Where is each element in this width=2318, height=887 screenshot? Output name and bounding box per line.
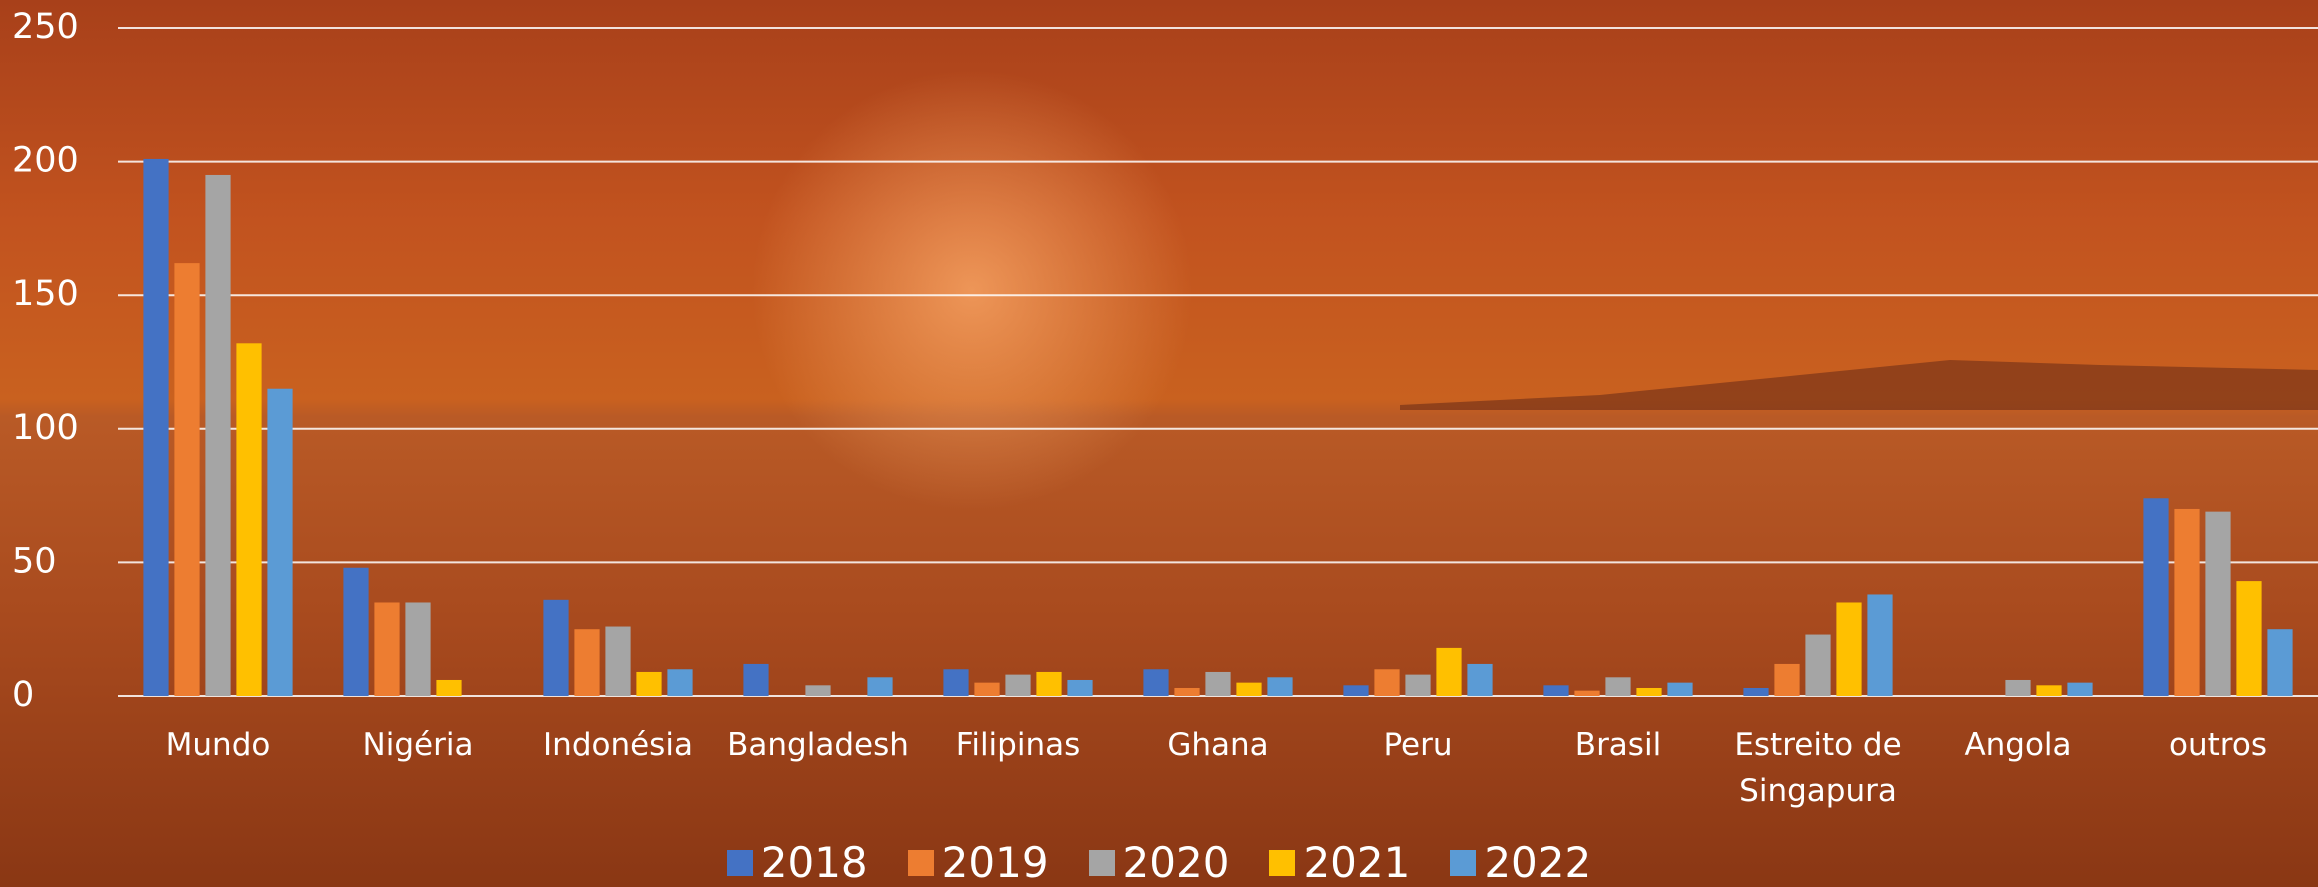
legend-label: 2021 — [1303, 838, 1410, 887]
bar — [205, 175, 230, 696]
x-tick-label: outros — [2123, 722, 2313, 768]
legend-swatch — [908, 850, 934, 876]
bar — [2005, 680, 2030, 696]
bar — [174, 263, 199, 696]
x-tick-label: Estreito de Singapura — [1723, 722, 1913, 814]
bar — [1436, 648, 1461, 696]
bar — [1343, 685, 1368, 696]
legend-label: 2022 — [1484, 838, 1591, 887]
bar — [543, 600, 568, 696]
bar — [1267, 677, 1292, 696]
legend-label: 2020 — [1123, 838, 1230, 887]
bar — [2067, 683, 2092, 696]
legend-swatch — [1269, 850, 1295, 876]
x-tick-label: Brasil — [1523, 722, 1713, 768]
bar — [1667, 683, 1692, 696]
x-tick-label: Peru — [1323, 722, 1513, 768]
bar — [2205, 512, 2230, 696]
bar — [1036, 672, 1061, 696]
x-tick-label: Filipinas — [923, 722, 1113, 768]
bar — [236, 343, 261, 696]
page: 0 50 100 150 200 250 MundoNigériaIndonésiaBan… — [0, 0, 2318, 887]
bar — [636, 672, 661, 696]
bar — [2267, 629, 2292, 696]
bar — [574, 629, 599, 696]
bar — [1467, 664, 1492, 696]
y-tick-label: 200 — [12, 141, 79, 181]
bar — [1374, 669, 1399, 696]
bar — [1774, 664, 1799, 696]
legend-item: 2018 — [727, 838, 868, 887]
legend-label: 2019 — [942, 838, 1049, 887]
legend: 2018 2019 2020 2021 2022 — [0, 838, 2318, 887]
y-tick-label: 250 — [12, 7, 79, 47]
bar — [2236, 581, 2261, 696]
bar — [374, 602, 399, 696]
bar — [805, 685, 830, 696]
x-tick-label: Ghana — [1123, 722, 1313, 768]
legend-swatch — [1450, 850, 1476, 876]
legend-item: 2020 — [1089, 838, 1230, 887]
bar — [1005, 675, 1030, 696]
bar — [405, 602, 430, 696]
x-tick-label: Indonésia — [523, 722, 713, 768]
bar — [1405, 675, 1430, 696]
legend-item: 2021 — [1269, 838, 1410, 887]
bar — [2036, 685, 2061, 696]
legend-item: 2019 — [908, 838, 1049, 887]
bar — [1236, 683, 1261, 696]
bar — [1143, 669, 1168, 696]
y-tick-label: 150 — [12, 274, 79, 314]
bar — [2174, 509, 2199, 696]
bar — [1636, 688, 1661, 696]
bar — [943, 669, 968, 696]
legend-swatch — [727, 850, 753, 876]
bar — [1174, 688, 1199, 696]
legend-swatch — [1089, 850, 1115, 876]
bar — [1867, 594, 1892, 696]
bar — [1543, 685, 1568, 696]
sun-glow — [752, 70, 1192, 510]
bar — [1574, 691, 1599, 696]
y-tick-label: 100 — [12, 408, 79, 448]
bar — [1836, 602, 1861, 696]
x-tick-label: Nigéria — [323, 722, 513, 768]
y-tick-label: 0 — [12, 675, 34, 715]
bar — [2143, 498, 2168, 696]
legend-label: 2018 — [761, 838, 868, 887]
x-tick-label: Mundo — [123, 722, 313, 768]
bar — [1805, 635, 1830, 696]
bar — [605, 627, 630, 696]
bar — [436, 680, 461, 696]
x-tick-label: Angola — [1923, 722, 2113, 768]
bar — [143, 159, 168, 696]
bar — [1067, 680, 1092, 696]
bar — [974, 683, 999, 696]
bar — [667, 669, 692, 696]
bar — [867, 677, 892, 696]
legend-item: 2022 — [1450, 838, 1591, 887]
bar — [743, 664, 768, 696]
island — [1400, 360, 2318, 410]
bar — [1205, 672, 1230, 696]
bar — [1743, 688, 1768, 696]
x-tick-label: Bangladesh — [723, 722, 913, 768]
y-tick-label: 50 — [12, 541, 57, 581]
bar — [1605, 677, 1630, 696]
bar — [267, 389, 292, 696]
bar — [343, 568, 368, 696]
